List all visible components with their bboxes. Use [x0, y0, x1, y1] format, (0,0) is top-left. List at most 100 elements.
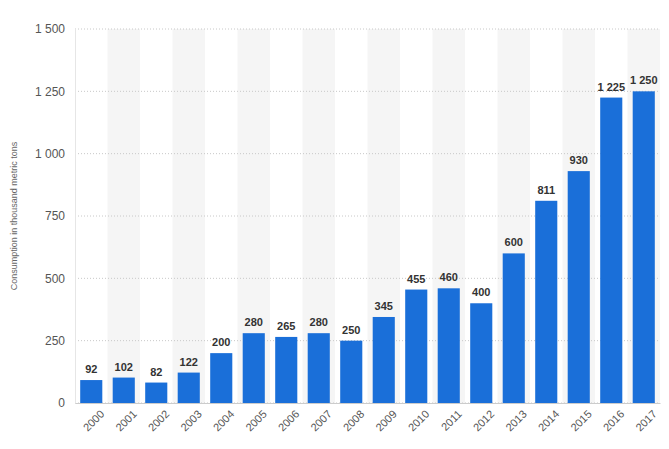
- data-label: 200: [212, 336, 230, 348]
- bar: [633, 91, 655, 403]
- data-label: 265: [277, 320, 295, 332]
- bar: [568, 171, 590, 403]
- bar: [373, 317, 395, 403]
- x-tick: 2012: [471, 403, 497, 433]
- x-axis: 20002001 20022003 20042005 20062007 20082009…: [76, 403, 661, 433]
- x-tick-label: 2006: [276, 408, 302, 434]
- x-tick-label: 2007: [308, 408, 334, 434]
- y-tick-label: 750: [45, 209, 65, 223]
- y-tick: 1 250: [35, 85, 75, 99]
- x-tick: 2006: [276, 403, 302, 433]
- x-axis-line: [76, 403, 661, 404]
- bar: [80, 380, 102, 403]
- x-tick: 2000: [81, 403, 107, 433]
- y-tick-label: 1 250: [35, 85, 65, 99]
- x-tick-label: 2000: [81, 408, 107, 434]
- bar: [275, 337, 297, 403]
- data-label: 930: [570, 154, 588, 166]
- data-label: 122: [180, 356, 198, 368]
- y-tick: 750: [45, 209, 75, 223]
- data-label: 1 225: [597, 81, 625, 93]
- bar: [113, 378, 135, 403]
- x-tick-label: 2010: [406, 408, 432, 434]
- y-tick: 0: [58, 396, 75, 410]
- data-label: 92: [85, 363, 97, 375]
- bar: [210, 353, 232, 403]
- x-tick: 2005: [243, 403, 269, 433]
- x-tick-label: 2013: [503, 408, 529, 434]
- bar: [145, 383, 167, 403]
- x-tick: 2007: [308, 403, 334, 433]
- bar: [535, 201, 557, 403]
- x-tick: 2014: [536, 403, 562, 433]
- x-tick-label: 2014: [536, 408, 562, 434]
- x-tick-label: 2008: [341, 408, 367, 434]
- column-bands: [108, 29, 661, 403]
- data-label: 460: [440, 271, 458, 283]
- x-tick: 2003: [178, 403, 204, 433]
- x-tick-label: 2015: [568, 408, 594, 434]
- x-tick: 2015: [568, 403, 594, 433]
- grid-line: [75, 91, 660, 92]
- bars: [80, 91, 655, 403]
- bar: [470, 303, 492, 403]
- y-axis-title: Consumption in thousand metric tons: [9, 141, 19, 290]
- x-tick: 2002: [146, 403, 172, 433]
- x-tick: 2009: [373, 403, 399, 433]
- bar: [178, 373, 200, 403]
- x-tick-label: 2003: [178, 408, 204, 434]
- x-tick: 2011: [439, 403, 464, 433]
- x-tick-label: 2016: [601, 408, 627, 434]
- data-label: 811: [537, 184, 555, 196]
- x-tick-label: 2017: [633, 408, 659, 434]
- data-label: 280: [245, 316, 263, 328]
- x-tick: 2008: [341, 403, 367, 433]
- x-tick: 2013: [503, 403, 529, 433]
- y-tick: 500: [45, 272, 75, 286]
- x-tick-label: 2012: [471, 408, 497, 434]
- y-tick: 1 500: [35, 22, 75, 36]
- data-label: 102: [115, 361, 133, 373]
- x-tick-label: 2004: [211, 408, 237, 434]
- y-tick-label: 250: [45, 334, 65, 348]
- bar: [308, 333, 330, 403]
- y-tick-label: 1 000: [35, 147, 65, 161]
- data-label: 600: [505, 236, 523, 248]
- grid-line: [75, 29, 660, 30]
- y-tick-label: 500: [45, 272, 65, 286]
- chart: 0 250 500 750 1 000 1 250 1 500 Consumption in …: [0, 0, 669, 449]
- grid: [75, 29, 660, 403]
- bar: [340, 341, 362, 403]
- x-tick-label: 2001: [113, 408, 139, 434]
- x-tick: 2010: [406, 403, 432, 433]
- data-label: 82: [150, 366, 162, 378]
- data-label: 400: [472, 286, 490, 298]
- bar: [405, 290, 427, 403]
- y-axis: 0 250 500 750 1 000 1 250 1 500: [35, 22, 76, 410]
- column-band: [238, 29, 271, 403]
- x-tick: 2016: [601, 403, 627, 433]
- data-labels: 92 102 82 122 200 280 265 280 250 345 455 460 400 600…: [85, 74, 657, 377]
- x-tick-label: 2005: [243, 408, 269, 434]
- data-label: 345: [375, 300, 393, 312]
- column-band: [628, 29, 661, 403]
- y-tick: 1 000: [35, 147, 75, 161]
- y-tick-label: 1 500: [35, 22, 65, 36]
- x-tick: 2017: [633, 403, 659, 433]
- bar: [600, 98, 622, 403]
- data-label: 455: [407, 273, 425, 285]
- data-label: 1 250: [630, 74, 658, 86]
- column-band: [433, 29, 466, 403]
- bar: [438, 288, 460, 403]
- data-label: 250: [342, 324, 360, 336]
- x-tick: 2001: [113, 403, 139, 433]
- y-tick: 250: [45, 334, 75, 348]
- bar: [243, 333, 265, 403]
- x-tick-label: 2011: [439, 408, 464, 433]
- x-tick-label: 2009: [373, 408, 399, 434]
- y-axis-line: [75, 30, 76, 404]
- x-tick: 2004: [211, 403, 237, 433]
- bar: [503, 253, 525, 403]
- y-tick-label: 0: [58, 396, 65, 410]
- data-label: 280: [310, 316, 328, 328]
